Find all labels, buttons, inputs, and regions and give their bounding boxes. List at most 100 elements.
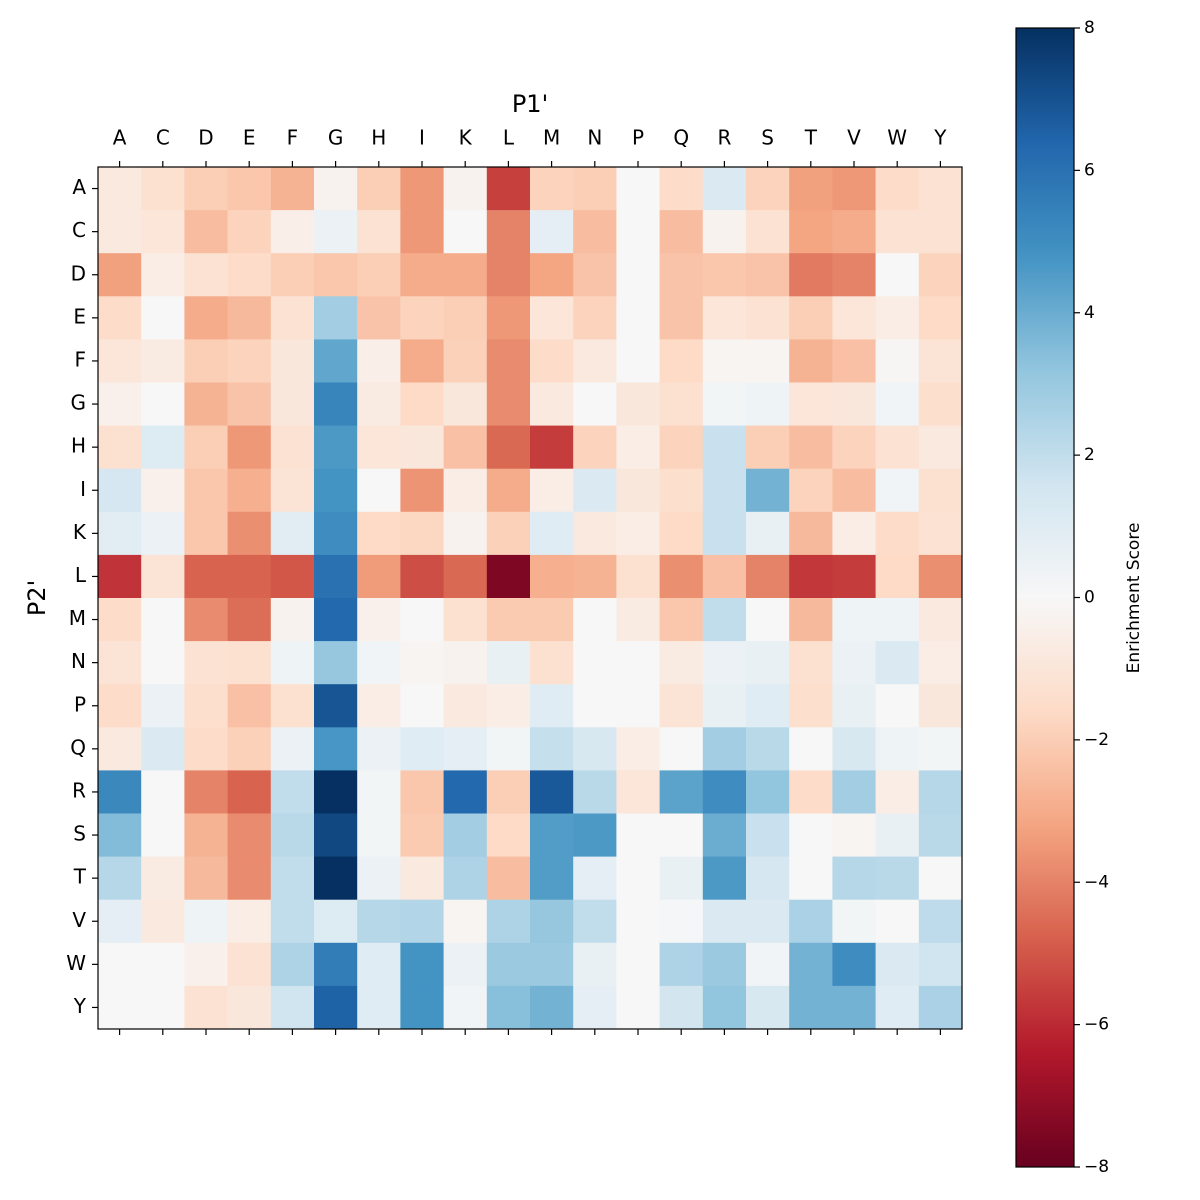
heatmap-cell (530, 641, 574, 685)
heatmap-cell (746, 684, 790, 728)
heatmap-cell (702, 598, 747, 642)
heatmap-cell (616, 770, 661, 814)
heatmap-cell (573, 727, 617, 771)
heatmap-cell (659, 339, 704, 383)
y-axis-label: P2' (23, 580, 51, 616)
x-tick-label: L (503, 126, 515, 150)
heatmap-cell (98, 468, 142, 513)
heatmap-cell (141, 813, 185, 858)
heatmap-cell (659, 813, 704, 858)
heatmap-cell (789, 167, 833, 211)
heatmap-cell (314, 167, 358, 211)
heatmap-cell (184, 899, 229, 944)
heatmap-cell (270, 813, 315, 858)
heatmap-cell (746, 899, 790, 944)
heatmap-cell (746, 253, 790, 297)
heatmap-cell (875, 598, 920, 642)
heatmap-cell (746, 856, 790, 901)
heatmap-cell (184, 727, 229, 771)
heatmap-cell (314, 727, 358, 771)
heatmap-cell (314, 468, 358, 513)
heatmap-cell (357, 813, 401, 858)
heatmap-cell (789, 856, 833, 901)
heatmap-cell (184, 641, 229, 685)
heatmap-cell (227, 813, 272, 858)
heatmap-cell (659, 770, 704, 814)
heatmap-cell (832, 598, 877, 642)
heatmap-cell (270, 253, 315, 297)
heatmap-cell (918, 468, 963, 513)
heatmap-cell (573, 770, 617, 814)
heatmap-cell (875, 684, 920, 728)
heatmap-cell (659, 684, 704, 728)
heatmap-cell (746, 339, 790, 383)
heatmap-cell (789, 641, 833, 685)
colorbar-tick-label: −6 (1084, 1015, 1109, 1035)
heatmap-cell (443, 641, 488, 685)
heatmap-cell (270, 468, 315, 513)
heatmap-cell (270, 511, 315, 556)
heatmap-cell (98, 210, 142, 254)
heatmap-cell (400, 425, 445, 470)
x-tick-label: A (113, 126, 127, 150)
heatmap-cell (357, 985, 401, 1030)
heatmap-cell (443, 382, 488, 427)
heatmap-cell (875, 899, 920, 944)
heatmap-cell (616, 856, 661, 901)
heatmap-cell (314, 856, 358, 901)
heatmap-cell (875, 942, 920, 987)
heatmap-cell (314, 641, 358, 685)
colorbar-tick-label: 4 (1084, 303, 1095, 323)
heatmap-cell (227, 684, 272, 728)
heatmap-cell (357, 468, 401, 513)
heatmap-cell (486, 296, 531, 340)
y-tick-label: T (73, 865, 87, 889)
heatmap-cell (875, 339, 920, 383)
heatmap-cell (530, 296, 574, 340)
heatmap-cell (659, 296, 704, 340)
heatmap-cell (573, 985, 617, 1030)
heatmap-cell (832, 985, 877, 1030)
heatmap-cell (227, 598, 272, 642)
heatmap-cell (486, 511, 531, 556)
heatmap-cell (789, 684, 833, 728)
heatmap-cell (314, 425, 358, 470)
heatmap-cell (141, 942, 185, 987)
heatmap-cell (141, 511, 185, 556)
heatmap-cell (746, 985, 790, 1030)
heatmap-cell (184, 598, 229, 642)
heatmap-cell (184, 468, 229, 513)
x-tick-label: R (717, 126, 731, 150)
heatmap-cell (875, 468, 920, 513)
heatmap-cell (746, 813, 790, 858)
heatmap-cell (659, 210, 704, 254)
heatmap-cell (314, 985, 358, 1030)
heatmap-cell (443, 899, 488, 944)
heatmap-cell (184, 770, 229, 814)
heatmap-cell (184, 425, 229, 470)
heatmap-cell (659, 598, 704, 642)
heatmap-cell (702, 641, 747, 685)
heatmap-cell (357, 511, 401, 556)
x-tick-label: M (543, 126, 560, 150)
heatmap-cell (141, 684, 185, 728)
heatmap-cell (486, 339, 531, 383)
heatmap-cell (746, 727, 790, 771)
heatmap-cell (357, 339, 401, 383)
heatmap-cell (918, 813, 963, 858)
heatmap-cell (875, 727, 920, 771)
y-tick-label: S (73, 822, 86, 846)
heatmap-cell (573, 511, 617, 556)
heatmap-cell (443, 210, 488, 254)
colorbar (1015, 27, 1075, 1168)
heatmap-cell (357, 167, 401, 211)
x-tick-label: D (198, 126, 213, 150)
heatmap-cell (746, 554, 790, 599)
heatmap-cell (918, 684, 963, 728)
heatmap-cell (443, 985, 488, 1030)
heatmap-cell (875, 253, 920, 297)
heatmap-cell (789, 210, 833, 254)
heatmap-cell (98, 641, 142, 685)
heatmap-cell (98, 684, 142, 728)
heatmap-cell (702, 425, 747, 470)
